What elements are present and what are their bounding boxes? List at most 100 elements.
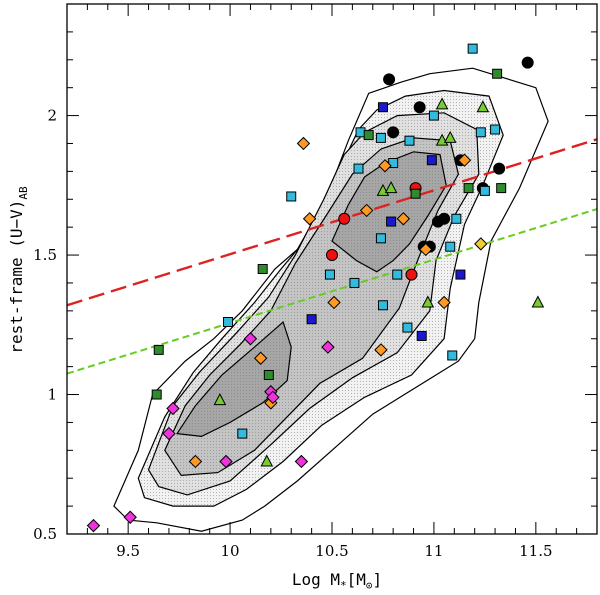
orange-diamond-point [374, 343, 388, 357]
orange-diamonds-series [188, 136, 472, 469]
light-green-triangle-point [213, 393, 227, 406]
magenta-diamond-point [166, 401, 180, 416]
orange-diamond-point [437, 295, 451, 310]
black-circle-point [387, 126, 400, 139]
density-contours [113, 67, 549, 532]
dark-green-square-point [410, 188, 421, 199]
y-tick-label: 1 [47, 386, 57, 404]
cyan-square-point [349, 277, 360, 288]
x-tick-label: 11 [424, 542, 443, 560]
orange-diamond-point [188, 454, 203, 469]
cyan-square-point [490, 124, 501, 135]
cyan-square-point [375, 132, 386, 143]
magenta-diamond-point [86, 518, 101, 533]
blue-squares-series [306, 102, 466, 341]
x-axis-title: Log M*[M⊙] [292, 570, 382, 592]
x-tick-label: 9.5 [116, 542, 140, 560]
magenta-diamond-point [219, 454, 233, 469]
magenta-diamond-point [266, 390, 280, 405]
blue-square-point [386, 216, 397, 227]
orange-diamond-point [396, 212, 411, 226]
orange-diamond-point [327, 295, 341, 310]
axes: 9.5 10 10.5 11 11.50.511.52 [33, 3, 598, 560]
cyan-square-point [402, 322, 413, 333]
x-tick-label: 10 [221, 542, 240, 560]
cyan-square-point [445, 241, 456, 252]
magenta-diamonds-series [86, 332, 335, 533]
orange-diamond-point [359, 203, 374, 218]
contour-level-3-outline [147, 112, 480, 496]
red-circle-point [405, 268, 418, 281]
orange-diamond-point [378, 159, 392, 173]
light-green-triangle-point [435, 97, 449, 110]
blue-square-point [416, 330, 427, 341]
yellow-diamond-point [474, 237, 488, 251]
cyan-square-point [223, 317, 234, 327]
data-points [86, 43, 545, 533]
cyan-square-point [467, 43, 478, 54]
cyan-square-point [451, 213, 462, 224]
dark-green-square-point [153, 344, 164, 355]
blue-square-point [306, 314, 317, 325]
magenta-diamond-point [294, 454, 309, 469]
contour-level-1-outline [113, 67, 549, 532]
cyan-square-point [353, 163, 364, 174]
cyan-square-point [404, 135, 415, 146]
light-green-triangle-point [260, 454, 274, 467]
orange-diamond-point [253, 351, 268, 365]
cyan-square-point [355, 127, 366, 138]
magenta-diamond-point [321, 340, 335, 354]
light-green-triangle-point [443, 130, 457, 143]
black-circle-point [413, 101, 426, 114]
magenta-diamond-point [123, 510, 137, 524]
contour-level-4-outline [164, 137, 460, 477]
y-axis-title: rest-frame (U−V)AB [7, 186, 30, 354]
x-tick-label: 11.5 [519, 542, 552, 560]
blue-square-point [455, 269, 466, 280]
black-circle-point [521, 56, 534, 69]
dark-green-square-point [496, 183, 507, 194]
dark-green-square-point [463, 183, 474, 194]
blue-square-point [426, 155, 437, 166]
orange-diamond-point [296, 136, 311, 151]
light-green-triangle-point [476, 100, 490, 113]
blue-square-point [377, 102, 388, 113]
light-green-triangle-point [421, 295, 435, 308]
cyan-square-point [392, 269, 403, 280]
y-tick-label: 1.5 [33, 246, 57, 264]
dark-green-square-point [257, 264, 268, 274]
cyan-square-point [475, 127, 486, 138]
red-circle-point [326, 249, 338, 262]
light-green-triangle-point [531, 295, 545, 308]
contour-level-5-shading [332, 151, 447, 272]
orange-diamond-point [419, 242, 433, 257]
x-tick-label: 10.5 [315, 542, 348, 560]
black-circle-point [383, 73, 396, 86]
black-circle-point [493, 162, 506, 175]
black-circle-point [432, 215, 444, 228]
yellow-diamonds-series [474, 237, 488, 251]
magenta-diamond-point [162, 426, 176, 441]
y-tick-label: 2 [47, 107, 57, 125]
cyan-square-point [375, 233, 386, 244]
cyan-squares-series [223, 43, 501, 439]
light-green-triangles-series [213, 97, 545, 467]
dark-green-square-point [492, 68, 503, 79]
orange-diamond-point [457, 153, 472, 167]
dark-green-square-point [151, 389, 162, 400]
cyan-square-point [324, 269, 335, 280]
cyan-square-point [377, 300, 388, 311]
cyan-square-point [428, 110, 439, 121]
cyan-square-point [286, 191, 297, 202]
dark-green-squares-series [151, 68, 507, 400]
magenta-diamond-point [243, 332, 258, 346]
contour-level-2-outline [137, 89, 504, 507]
cyan-square-point [447, 350, 458, 361]
dark-green-square-point [363, 130, 374, 141]
contour-level-5-shading [177, 322, 292, 437]
red-circle-point [338, 212, 351, 225]
cyan-square-point [237, 428, 248, 439]
red-dashed-line [66, 138, 598, 307]
y-tick-label: 0.5 [33, 525, 57, 543]
